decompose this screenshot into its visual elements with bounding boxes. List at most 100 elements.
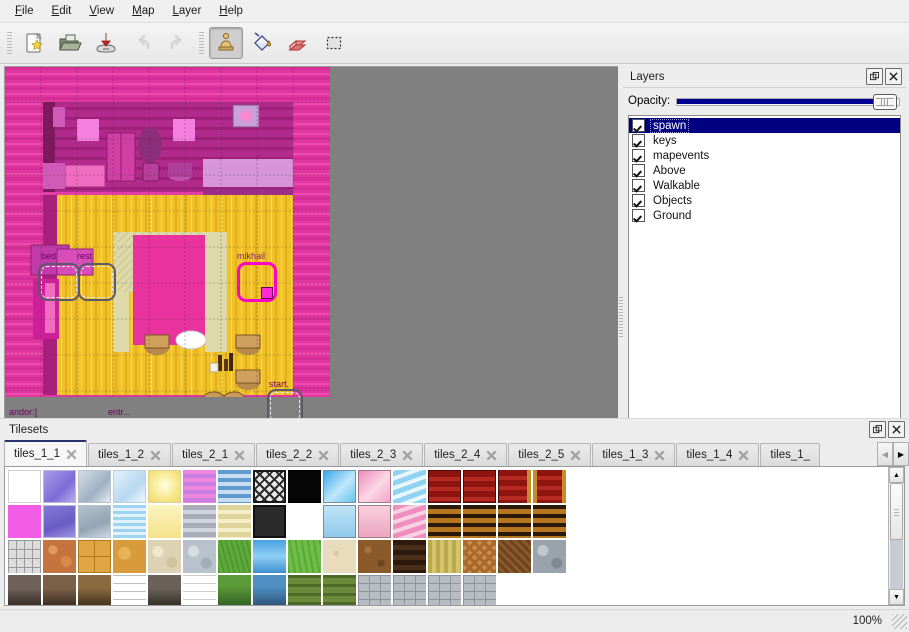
- tile[interactable]: [498, 540, 531, 573]
- scrollbar-track[interactable]: [890, 539, 903, 590]
- float-icon[interactable]: [866, 68, 883, 85]
- layer-row-keys[interactable]: keys: [629, 133, 900, 148]
- tile[interactable]: [43, 470, 76, 503]
- menu-layer[interactable]: Layer: [172, 5, 202, 17]
- tile[interactable]: [253, 575, 286, 605]
- close-icon[interactable]: [66, 449, 77, 460]
- tile[interactable]: [253, 470, 286, 503]
- tile[interactable]: [43, 540, 76, 573]
- tile[interactable]: [358, 575, 391, 605]
- tileset-view[interactable]: ▲ ▼: [4, 466, 905, 606]
- tile[interactable]: [498, 505, 531, 538]
- tile[interactable]: [463, 540, 496, 573]
- close-icon[interactable]: [150, 450, 161, 461]
- tileset-tab-tiles_1_2[interactable]: tiles_1_2: [88, 443, 172, 466]
- tile[interactable]: [323, 505, 356, 538]
- close-icon[interactable]: [570, 450, 581, 461]
- tile[interactable]: [78, 470, 111, 503]
- tile[interactable]: [43, 505, 76, 538]
- menu-help[interactable]: Help: [219, 5, 243, 17]
- bucket-fill-tool[interactable]: [245, 27, 279, 59]
- chevron-left-icon[interactable]: ◀: [877, 442, 893, 466]
- tile[interactable]: [183, 540, 216, 573]
- tile[interactable]: [288, 505, 321, 538]
- scrollbar-thumb[interactable]: [890, 483, 903, 540]
- tile[interactable]: [113, 470, 146, 503]
- tile[interactable]: [463, 505, 496, 538]
- tile[interactable]: [78, 575, 111, 605]
- toolbar-grip[interactable]: [6, 30, 13, 56]
- close-icon[interactable]: [318, 450, 329, 461]
- tile[interactable]: [288, 470, 321, 503]
- close-icon[interactable]: [486, 450, 497, 461]
- tile[interactable]: [148, 575, 181, 605]
- tile[interactable]: [533, 575, 566, 605]
- tile[interactable]: [8, 470, 41, 503]
- tileset-vertical-scrollbar[interactable]: ▲ ▼: [888, 467, 904, 605]
- close-icon[interactable]: [738, 450, 749, 461]
- map-object-rest[interactable]: [78, 263, 116, 301]
- tile[interactable]: [533, 470, 566, 503]
- tile[interactable]: [148, 540, 181, 573]
- tile[interactable]: [8, 505, 41, 538]
- chevron-right-icon[interactable]: ▶: [893, 442, 909, 466]
- layer-visibility-checkbox[interactable]: [632, 164, 645, 177]
- tile[interactable]: [183, 470, 216, 503]
- tile[interactable]: [148, 505, 181, 538]
- close-icon[interactable]: [402, 450, 413, 461]
- vertical-splitter[interactable]: [618, 66, 624, 567]
- slider-knob[interactable]: [873, 94, 898, 110]
- tile[interactable]: [183, 505, 216, 538]
- new-map-button[interactable]: [17, 27, 51, 59]
- layer-row-ground[interactable]: Ground: [629, 208, 900, 223]
- menu-file[interactable]: File: [15, 5, 34, 17]
- tileset-tab-tiles_2_1[interactable]: tiles_2_1: [172, 443, 256, 466]
- tile[interactable]: [393, 540, 426, 573]
- tile[interactable]: [113, 575, 146, 605]
- redo-button[interactable]: [161, 27, 195, 59]
- scroll-down-icon[interactable]: ▼: [889, 589, 904, 605]
- tile[interactable]: [183, 575, 216, 605]
- toolbar-grip-2[interactable]: [198, 30, 205, 56]
- tile[interactable]: [43, 575, 76, 605]
- tile[interactable]: [498, 470, 531, 503]
- resize-grip[interactable]: [892, 613, 907, 629]
- tileset-tab-tiles_1_1[interactable]: tiles_1_1: [4, 440, 88, 466]
- layer-row-objects[interactable]: Objects: [629, 193, 900, 208]
- tile[interactable]: [428, 575, 461, 605]
- tile[interactable]: [78, 505, 111, 538]
- tile[interactable]: [218, 505, 251, 538]
- tile[interactable]: [358, 470, 391, 503]
- tileset-tab-tiles_2_4[interactable]: tiles_2_4: [424, 443, 508, 466]
- map-canvas[interactable]: bed rest mikhail andor:] entr... start.: [5, 67, 334, 453]
- tileset-tab-tiles_1_3[interactable]: tiles_1_3: [592, 443, 676, 466]
- tile[interactable]: [78, 540, 111, 573]
- tile[interactable]: [148, 470, 181, 503]
- scroll-up-icon[interactable]: ▲: [889, 467, 904, 483]
- tile[interactable]: [218, 575, 251, 605]
- save-button[interactable]: [89, 27, 123, 59]
- layer-row-spawn[interactable]: spawn: [629, 118, 900, 133]
- stamp-brush-tool[interactable]: [209, 27, 243, 59]
- menu-map[interactable]: Map: [132, 5, 155, 17]
- float-icon[interactable]: [869, 421, 886, 438]
- tile[interactable]: [218, 540, 251, 573]
- layer-row-mapevents[interactable]: mapevents: [629, 148, 900, 163]
- close-icon[interactable]: [885, 68, 902, 85]
- tile[interactable]: [533, 505, 566, 538]
- tile[interactable]: [113, 540, 146, 573]
- tile[interactable]: [463, 575, 496, 605]
- tile[interactable]: [393, 575, 426, 605]
- tile[interactable]: [393, 505, 426, 538]
- layer-visibility-checkbox[interactable]: [632, 179, 645, 192]
- tile[interactable]: [428, 540, 461, 573]
- tile[interactable]: [323, 540, 356, 573]
- menu-view[interactable]: View: [89, 5, 115, 17]
- tileset-tab-tiles_2_3[interactable]: tiles_2_3: [340, 443, 424, 466]
- map-object-bed[interactable]: [38, 263, 80, 301]
- tile[interactable]: [323, 575, 356, 605]
- tile[interactable]: [463, 470, 496, 503]
- tileset-tab-tiles_1_5[interactable]: tiles_1_: [760, 443, 821, 466]
- tile[interactable]: [428, 470, 461, 503]
- tile[interactable]: [358, 540, 391, 573]
